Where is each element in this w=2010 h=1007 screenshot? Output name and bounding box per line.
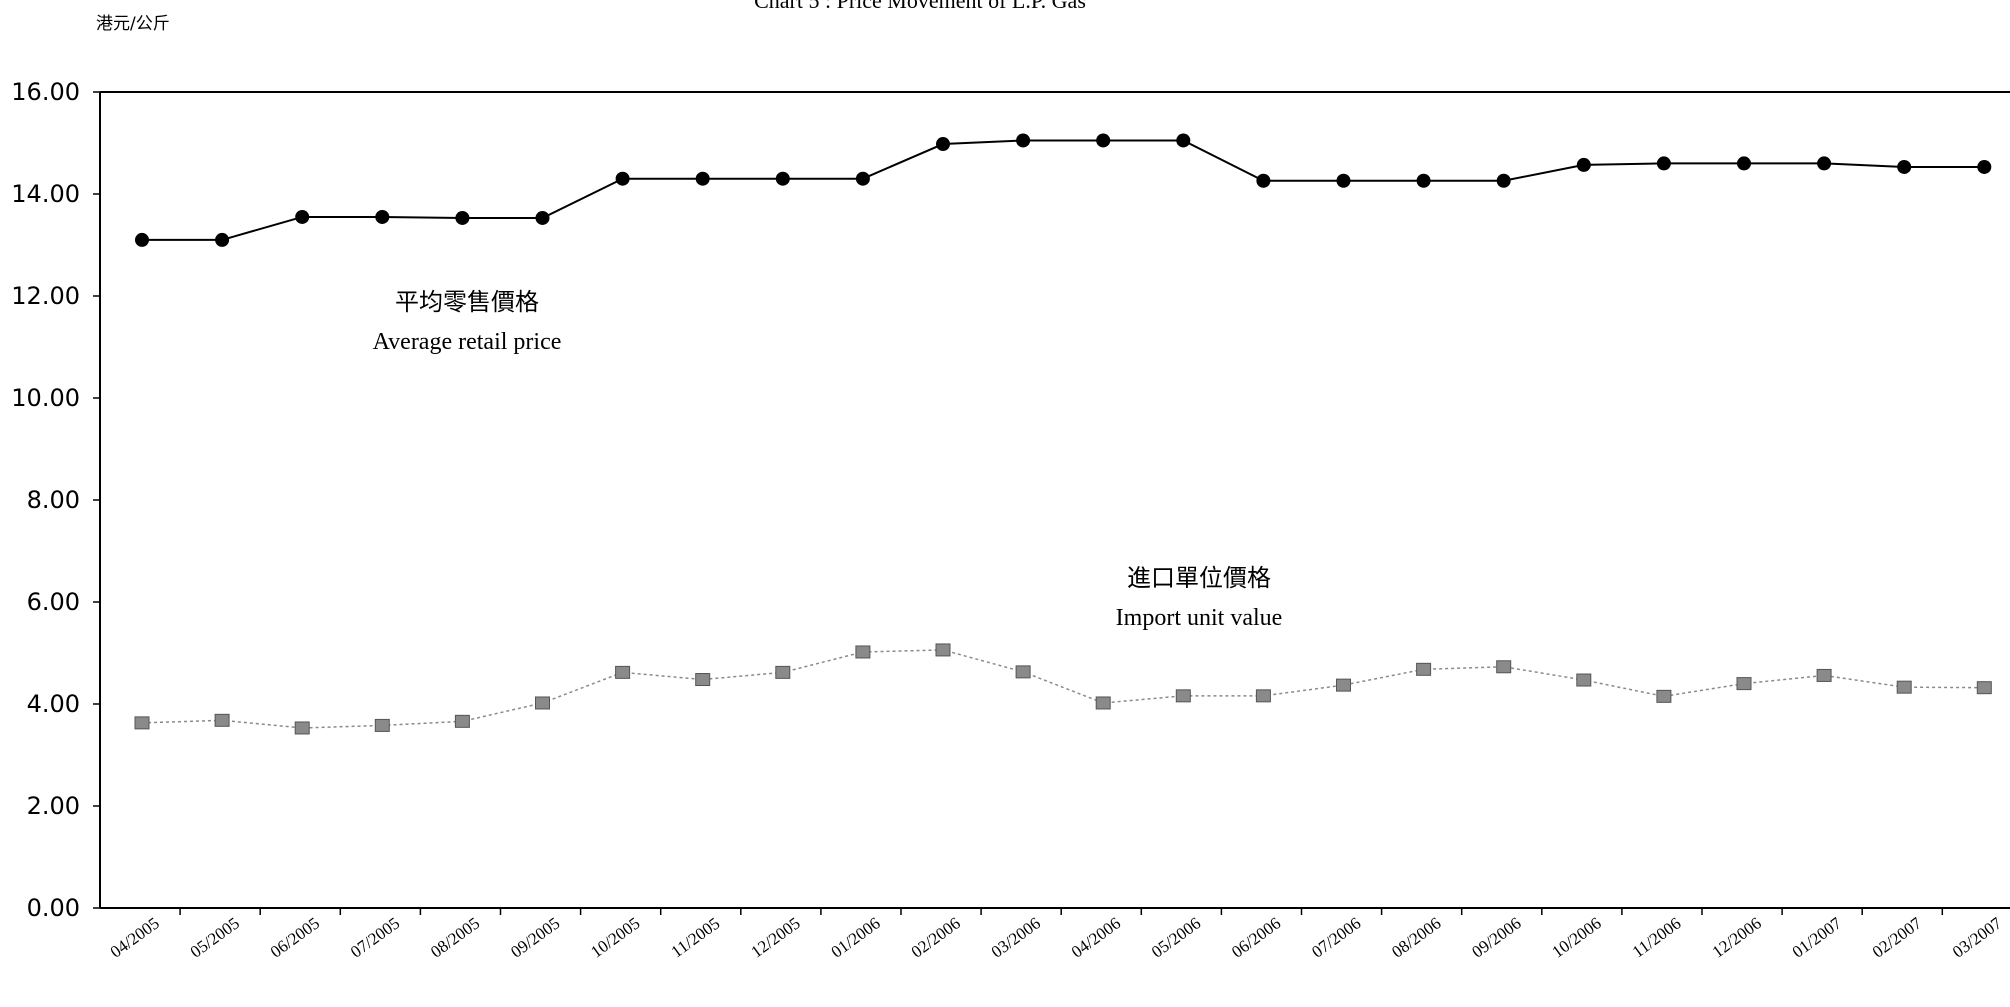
x-tick-label: 03/2007 xyxy=(1949,913,2006,961)
data-point xyxy=(1336,678,1351,692)
y-tick-label: 2.00 xyxy=(27,792,80,820)
x-tick-label: 03/2006 xyxy=(988,913,1044,961)
import-series-label-zh: 進口單位價格 xyxy=(1127,564,1271,592)
retail-series-label-zh: 平均零售價格 xyxy=(395,288,539,316)
x-tick-label: 06/2005 xyxy=(267,913,323,961)
x-tick-label: 12/2005 xyxy=(747,913,803,961)
series-line xyxy=(142,139,1985,241)
chart-title: Chart 5 : Price Movement of L.P. Gas xyxy=(754,0,1086,13)
y-unit-label: 港元/公斤 xyxy=(96,14,170,34)
x-tick-label: 06/2006 xyxy=(1228,913,1284,961)
data-point xyxy=(1255,689,1271,703)
x-tick-label: 04/2006 xyxy=(1068,913,1124,961)
data-point xyxy=(1176,133,1191,148)
data-point xyxy=(1737,156,1751,171)
data-point xyxy=(1095,696,1111,710)
data-point xyxy=(455,210,470,225)
data-point xyxy=(775,665,791,679)
y-tick-label: 0.00 xyxy=(27,894,80,922)
y-tick-label: 12.00 xyxy=(11,282,80,310)
series-2 xyxy=(134,643,1992,735)
data-point xyxy=(375,209,390,224)
x-tick-label: 05/2006 xyxy=(1148,913,1204,961)
data-point xyxy=(1816,668,1832,682)
data-point xyxy=(1015,665,1031,679)
data-point xyxy=(1896,680,1912,694)
data-point xyxy=(1496,173,1511,188)
data-point xyxy=(1736,677,1752,691)
x-tick-label: 08/2005 xyxy=(427,913,483,961)
data-point xyxy=(1496,660,1512,674)
y-tick-label: 4.00 xyxy=(27,690,80,718)
data-point xyxy=(1016,133,1031,148)
data-point xyxy=(535,210,550,225)
data-point xyxy=(1656,156,1671,171)
data-point xyxy=(214,713,230,727)
data-point xyxy=(1416,662,1432,676)
y-tick-label: 6.00 xyxy=(27,588,80,616)
x-tick-label: 07/2006 xyxy=(1308,913,1364,961)
data-point xyxy=(1336,173,1351,188)
data-point xyxy=(1656,689,1672,703)
x-tick-label: 02/2006 xyxy=(908,913,964,961)
data-point xyxy=(855,645,871,659)
data-point xyxy=(295,209,310,224)
x-tick-label: 12/2006 xyxy=(1709,913,1765,961)
data-point xyxy=(1256,173,1271,188)
x-axis-ticks: 04/2005 05/2005 06/2005 07/2005 08/2005 09/20… xyxy=(107,908,2006,962)
x-tick-label: 07/2005 xyxy=(347,913,403,961)
data-point xyxy=(935,643,951,657)
x-tick-label: 01/2007 xyxy=(1789,913,1846,961)
y-tick-label: 14.00 xyxy=(11,180,80,208)
data-point xyxy=(615,665,631,679)
retail-series-label-en: Average retail price xyxy=(373,329,562,355)
import-series-label-en: Import unit value xyxy=(1116,605,1283,631)
data-point xyxy=(1576,157,1591,172)
data-point xyxy=(1977,159,1992,174)
data-point xyxy=(135,232,149,247)
data-point xyxy=(1976,681,1992,695)
data-point xyxy=(294,721,310,735)
series-1 xyxy=(135,133,1992,247)
data-point xyxy=(1576,673,1592,687)
x-tick-label: 05/2005 xyxy=(187,913,243,961)
data-point xyxy=(535,696,550,710)
data-point xyxy=(775,171,790,186)
x-tick-label: 08/2006 xyxy=(1388,913,1444,961)
data-point xyxy=(1416,173,1431,188)
x-tick-label: 01/2006 xyxy=(828,913,884,961)
y-tick-label: 10.00 xyxy=(11,384,80,412)
data-point xyxy=(936,137,950,152)
y-tick-label: 8.00 xyxy=(27,486,80,514)
y-tick-label: 16.00 xyxy=(11,78,80,106)
data-point xyxy=(1817,156,1832,171)
data-point xyxy=(134,716,150,730)
data-point xyxy=(855,171,870,186)
x-tick-label: 11/2006 xyxy=(1629,914,1685,962)
data-point xyxy=(695,171,710,186)
series-line xyxy=(141,649,1985,729)
data-point xyxy=(1897,159,1912,174)
data-point xyxy=(1096,133,1111,148)
x-tick-label: 10/2005 xyxy=(587,913,643,961)
x-tick-label: 09/2006 xyxy=(1468,913,1524,961)
x-tick-label: 11/2005 xyxy=(668,914,724,962)
data-point xyxy=(695,673,711,687)
x-tick-label: 10/2006 xyxy=(1548,913,1604,961)
data-point xyxy=(615,171,630,186)
data-point xyxy=(215,232,230,247)
x-tick-label: 09/2005 xyxy=(507,913,563,961)
data-point xyxy=(454,714,470,728)
x-tick-label: 04/2005 xyxy=(107,913,163,961)
data-point xyxy=(1175,689,1191,703)
x-tick-label: 02/2007 xyxy=(1869,913,1926,961)
data-point xyxy=(374,718,390,732)
y-axis-ticks: 0.00 2.00 4.00 6.00 8.00 10.00 12.00 14.00 16.00 xyxy=(11,78,100,922)
series-layer xyxy=(134,133,1992,735)
